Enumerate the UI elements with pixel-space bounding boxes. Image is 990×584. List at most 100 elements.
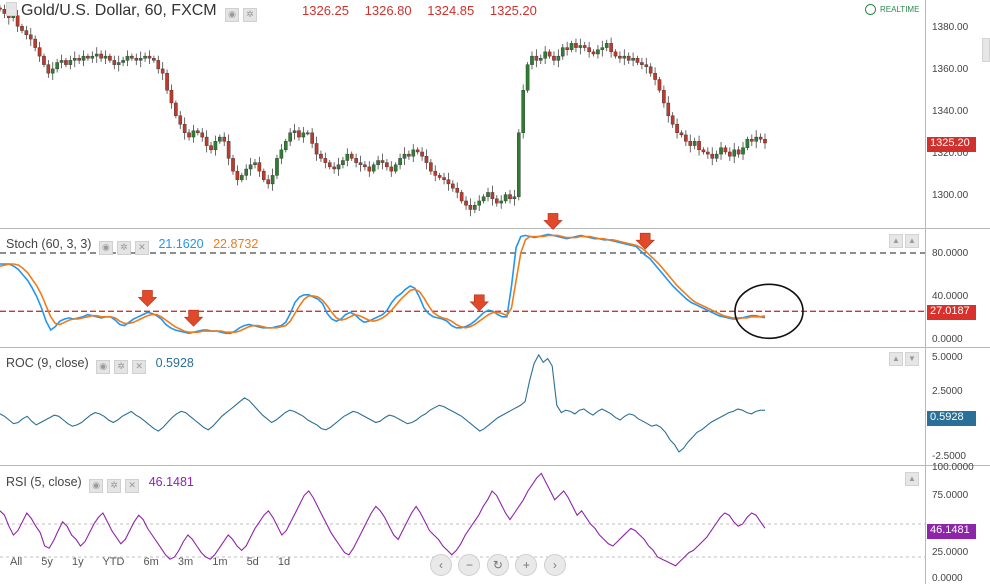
period-1d[interactable]: 1d <box>277 556 291 568</box>
period-1y[interactable]: 1y <box>71 556 84 568</box>
candle-body <box>209 145 213 151</box>
chevron-right-icon[interactable]: › <box>543 554 566 576</box>
move-up-icon[interactable]: ▲ <box>905 472 919 486</box>
candle-body <box>108 55 112 61</box>
symbol-title[interactable]: Gold/U.S. Dollar, 60, FXCM <box>21 2 217 19</box>
roc-pane[interactable] <box>0 348 925 465</box>
stoch-pane[interactable] <box>0 213 925 347</box>
candle-body <box>116 62 121 65</box>
candle-body <box>380 160 385 163</box>
candle-body <box>473 205 477 210</box>
close-icon[interactable]: ✕ <box>132 360 147 374</box>
period-ytd[interactable]: YTD <box>102 556 125 568</box>
roc-tick: -2.5000 <box>932 451 966 462</box>
candle-body <box>55 62 59 70</box>
candle-body <box>433 170 438 176</box>
candle-body <box>182 124 187 133</box>
eye-icon[interactable]: ◉ <box>225 8 240 22</box>
candle-body <box>283 141 288 151</box>
candle-body <box>402 153 407 159</box>
ellipse-highlight <box>734 283 804 340</box>
roc-tick: 5.0000 <box>932 352 963 363</box>
stoch-tick: 0.0000 <box>932 334 963 345</box>
close-icon[interactable]: ✕ <box>125 479 140 493</box>
candle-body <box>94 53 99 57</box>
zoom-out-icon[interactable]: − <box>458 554 481 576</box>
candle-body <box>420 151 424 157</box>
gear-icon[interactable]: ✲ <box>116 241 131 255</box>
candle-body <box>42 55 46 65</box>
eye-icon[interactable]: ◉ <box>96 360 111 374</box>
period-all[interactable]: All <box>10 556 23 568</box>
reset-icon[interactable]: ↻ <box>486 554 509 576</box>
open-value: 1326.25 <box>302 3 349 18</box>
candle-body <box>15 15 20 27</box>
move-down-icon[interactable]: ▲ <box>905 234 919 248</box>
move-down-icon[interactable]: ▼ <box>905 352 919 366</box>
gear-icon[interactable]: ✲ <box>114 360 129 374</box>
period-5y[interactable]: 5y <box>41 556 53 568</box>
candle-body <box>178 115 183 125</box>
price-candles <box>0 4 767 217</box>
symbol-box-icon[interactable] <box>6 2 17 16</box>
candle-body <box>345 153 350 161</box>
candle-body <box>358 162 363 165</box>
candle-body <box>393 164 398 172</box>
period-3m[interactable]: 3m <box>177 556 194 568</box>
ohlc-values: 1326.25 1326.80 1324.85 1325.20 <box>302 3 549 18</box>
candle-body <box>86 55 90 59</box>
candle-body <box>37 47 42 57</box>
price-axis[interactable] <box>925 0 990 228</box>
stoch-label[interactable]: Stoch (60, 3, 3) <box>6 237 92 251</box>
gear-icon[interactable]: ✲ <box>243 8 258 22</box>
eye-icon[interactable]: ◉ <box>98 241 113 255</box>
gear-icon[interactable]: ✲ <box>107 479 122 493</box>
candle-body <box>59 60 64 63</box>
roc-axis[interactable] <box>925 348 990 465</box>
pane-divider[interactable] <box>0 465 990 466</box>
candle-body <box>706 151 710 155</box>
eye-icon[interactable]: ◉ <box>89 479 104 493</box>
candle-body <box>191 130 196 138</box>
pane-divider[interactable] <box>0 347 990 348</box>
price-pane[interactable] <box>0 0 925 228</box>
close-icon[interactable]: ✕ <box>134 241 149 255</box>
period-6m[interactable]: 6m <box>143 556 159 568</box>
zoom-in-icon[interactable]: + <box>515 554 538 576</box>
candle-body <box>169 89 174 104</box>
move-up-icon[interactable]: ▲ <box>889 352 903 366</box>
candle-body <box>367 166 372 172</box>
candle-body <box>270 175 275 185</box>
pane-divider[interactable] <box>0 228 990 229</box>
candle-body <box>684 134 688 142</box>
roc-label[interactable]: ROC (9, close) <box>6 356 89 370</box>
candle-body <box>371 164 376 172</box>
period-5d[interactable]: 5d <box>246 556 259 568</box>
stoch-axis[interactable] <box>925 229 990 347</box>
stoch-d-value: 22.8732 <box>213 237 259 251</box>
candle-body <box>714 153 719 159</box>
down-arrow-icon <box>469 294 490 312</box>
candle-body <box>530 55 534 65</box>
candle-body <box>385 162 389 168</box>
candle-body <box>103 55 108 59</box>
candle-body <box>332 166 336 170</box>
high-value: 1326.80 <box>364 3 412 18</box>
candle-body <box>728 151 732 157</box>
roc-tick: 2.5000 <box>932 386 963 397</box>
candle-body <box>622 55 627 59</box>
chevron-left-icon[interactable]: ‹ <box>430 554 452 576</box>
scroll-handle-icon[interactable] <box>982 38 990 62</box>
candle-body <box>662 89 666 104</box>
stoch-level-badge: 27.0187 <box>927 305 976 320</box>
candle-body <box>138 58 143 61</box>
rsi-label[interactable]: RSI (5, close) <box>6 475 82 489</box>
candle-body <box>468 205 473 210</box>
candle-body <box>640 62 644 65</box>
move-up-icon[interactable]: ▲ <box>889 234 903 248</box>
roc-legend: ROC (9, close) ◉ ✲ ✕ 0.5928 <box>6 356 194 374</box>
candle-body <box>459 192 464 202</box>
period-1m[interactable]: 1m <box>212 556 228 568</box>
candle-body <box>90 55 95 59</box>
period-selector: All 5y 1y YTD 6m 3m 1m 5d 1d <box>10 556 306 568</box>
